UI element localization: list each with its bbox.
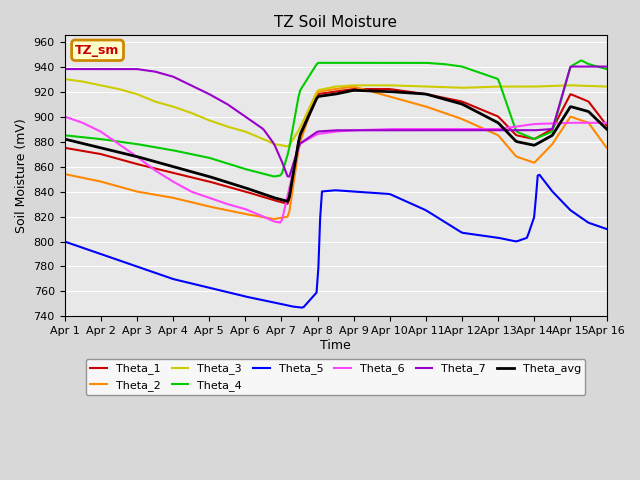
Theta_7 <box>394 127 402 133</box>
Theta_3 <box>394 83 402 88</box>
Theta_2 <box>396 96 404 102</box>
Theta_3 <box>63 76 70 82</box>
Text: TZ_sm: TZ_sm <box>76 44 120 57</box>
Theta_avg <box>396 89 404 95</box>
Theta_5 <box>520 236 527 242</box>
Theta_4 <box>385 60 393 66</box>
Theta_avg <box>61 136 68 142</box>
Theta_5 <box>63 239 70 245</box>
Y-axis label: Soil Moisture (mV): Soil Moisture (mV) <box>15 119 28 233</box>
Theta_4 <box>577 58 585 63</box>
Theta_avg <box>284 198 291 204</box>
Theta_4 <box>520 132 527 137</box>
Theta_1 <box>61 145 68 151</box>
Theta_3 <box>385 83 393 88</box>
Theta_4 <box>271 174 278 180</box>
Theta_5 <box>603 226 611 232</box>
Theta_5 <box>536 172 543 178</box>
Theta_1 <box>284 201 291 206</box>
Theta_7 <box>285 174 293 180</box>
Theta_avg <box>556 121 563 127</box>
Theta_1 <box>521 134 529 140</box>
Line: Theta_3: Theta_3 <box>65 79 607 146</box>
Theta_7 <box>568 64 576 70</box>
Theta_2 <box>61 171 68 177</box>
Theta_1 <box>603 122 611 128</box>
Theta_7 <box>603 64 611 70</box>
Theta_4 <box>63 132 70 138</box>
Theta_5 <box>385 191 393 197</box>
Theta_2 <box>521 156 529 162</box>
Theta_1 <box>351 86 358 92</box>
Theta_6 <box>383 126 391 132</box>
Theta_2 <box>349 84 356 90</box>
Theta_avg <box>351 87 358 93</box>
Theta_4 <box>554 110 561 116</box>
Line: Theta_5: Theta_5 <box>65 175 607 308</box>
Theta_6 <box>554 120 561 126</box>
Theta_avg <box>603 126 611 132</box>
Theta_avg <box>521 141 529 146</box>
Theta_4 <box>61 132 68 138</box>
Theta_5 <box>298 305 306 311</box>
Theta_7 <box>383 127 391 133</box>
Theta_6 <box>603 120 611 126</box>
Theta_6 <box>63 114 70 120</box>
Theta_5 <box>383 191 391 197</box>
Theta_2 <box>385 94 393 99</box>
Theta_1 <box>387 86 395 92</box>
Theta_3 <box>603 84 611 89</box>
Theta_avg <box>63 137 70 143</box>
Theta_2 <box>556 131 563 136</box>
Theta_avg <box>385 89 393 95</box>
Theta_6 <box>520 123 527 129</box>
Theta_5 <box>61 239 68 244</box>
Line: Theta_avg: Theta_avg <box>65 90 607 201</box>
Theta_6 <box>394 126 402 132</box>
Theta_1 <box>556 112 563 118</box>
Theta_1 <box>396 87 404 93</box>
Theta_7 <box>520 127 527 133</box>
Legend: Theta_1, Theta_2, Theta_3, Theta_4, Theta_5, Theta_6, Theta_7, Theta_avg: Theta_1, Theta_2, Theta_3, Theta_4, Thet… <box>86 359 586 395</box>
Theta_6 <box>385 126 393 132</box>
Line: Theta_2: Theta_2 <box>65 87 607 219</box>
Theta_7 <box>385 127 393 133</box>
Theta_2 <box>603 145 611 151</box>
Theta_5 <box>556 196 563 202</box>
Theta_3 <box>554 83 561 89</box>
Theta_6 <box>276 220 284 226</box>
Theta_avg <box>387 89 395 95</box>
Theta_2 <box>387 94 395 100</box>
Theta_3 <box>520 84 527 89</box>
Theta_3 <box>383 83 391 88</box>
Theta_2 <box>63 171 70 177</box>
Line: Theta_1: Theta_1 <box>65 89 607 204</box>
Theta_4 <box>603 66 611 72</box>
Line: Theta_6: Theta_6 <box>65 117 607 223</box>
Theta_4 <box>383 60 391 66</box>
Theta_3 <box>61 76 68 82</box>
Line: Theta_4: Theta_4 <box>65 60 607 177</box>
Theta_7 <box>554 108 561 114</box>
Theta_1 <box>63 145 70 151</box>
Theta_7 <box>61 66 68 72</box>
Theta_7 <box>63 66 70 72</box>
Title: TZ Soil Moisture: TZ Soil Moisture <box>274 15 397 30</box>
Line: Theta_7: Theta_7 <box>65 67 607 177</box>
Theta_1 <box>385 86 393 92</box>
X-axis label: Time: Time <box>320 339 351 352</box>
Theta_4 <box>394 60 402 66</box>
Theta_2 <box>271 216 278 222</box>
Theta_6 <box>61 114 68 120</box>
Theta_3 <box>284 144 291 149</box>
Theta_5 <box>394 195 402 201</box>
